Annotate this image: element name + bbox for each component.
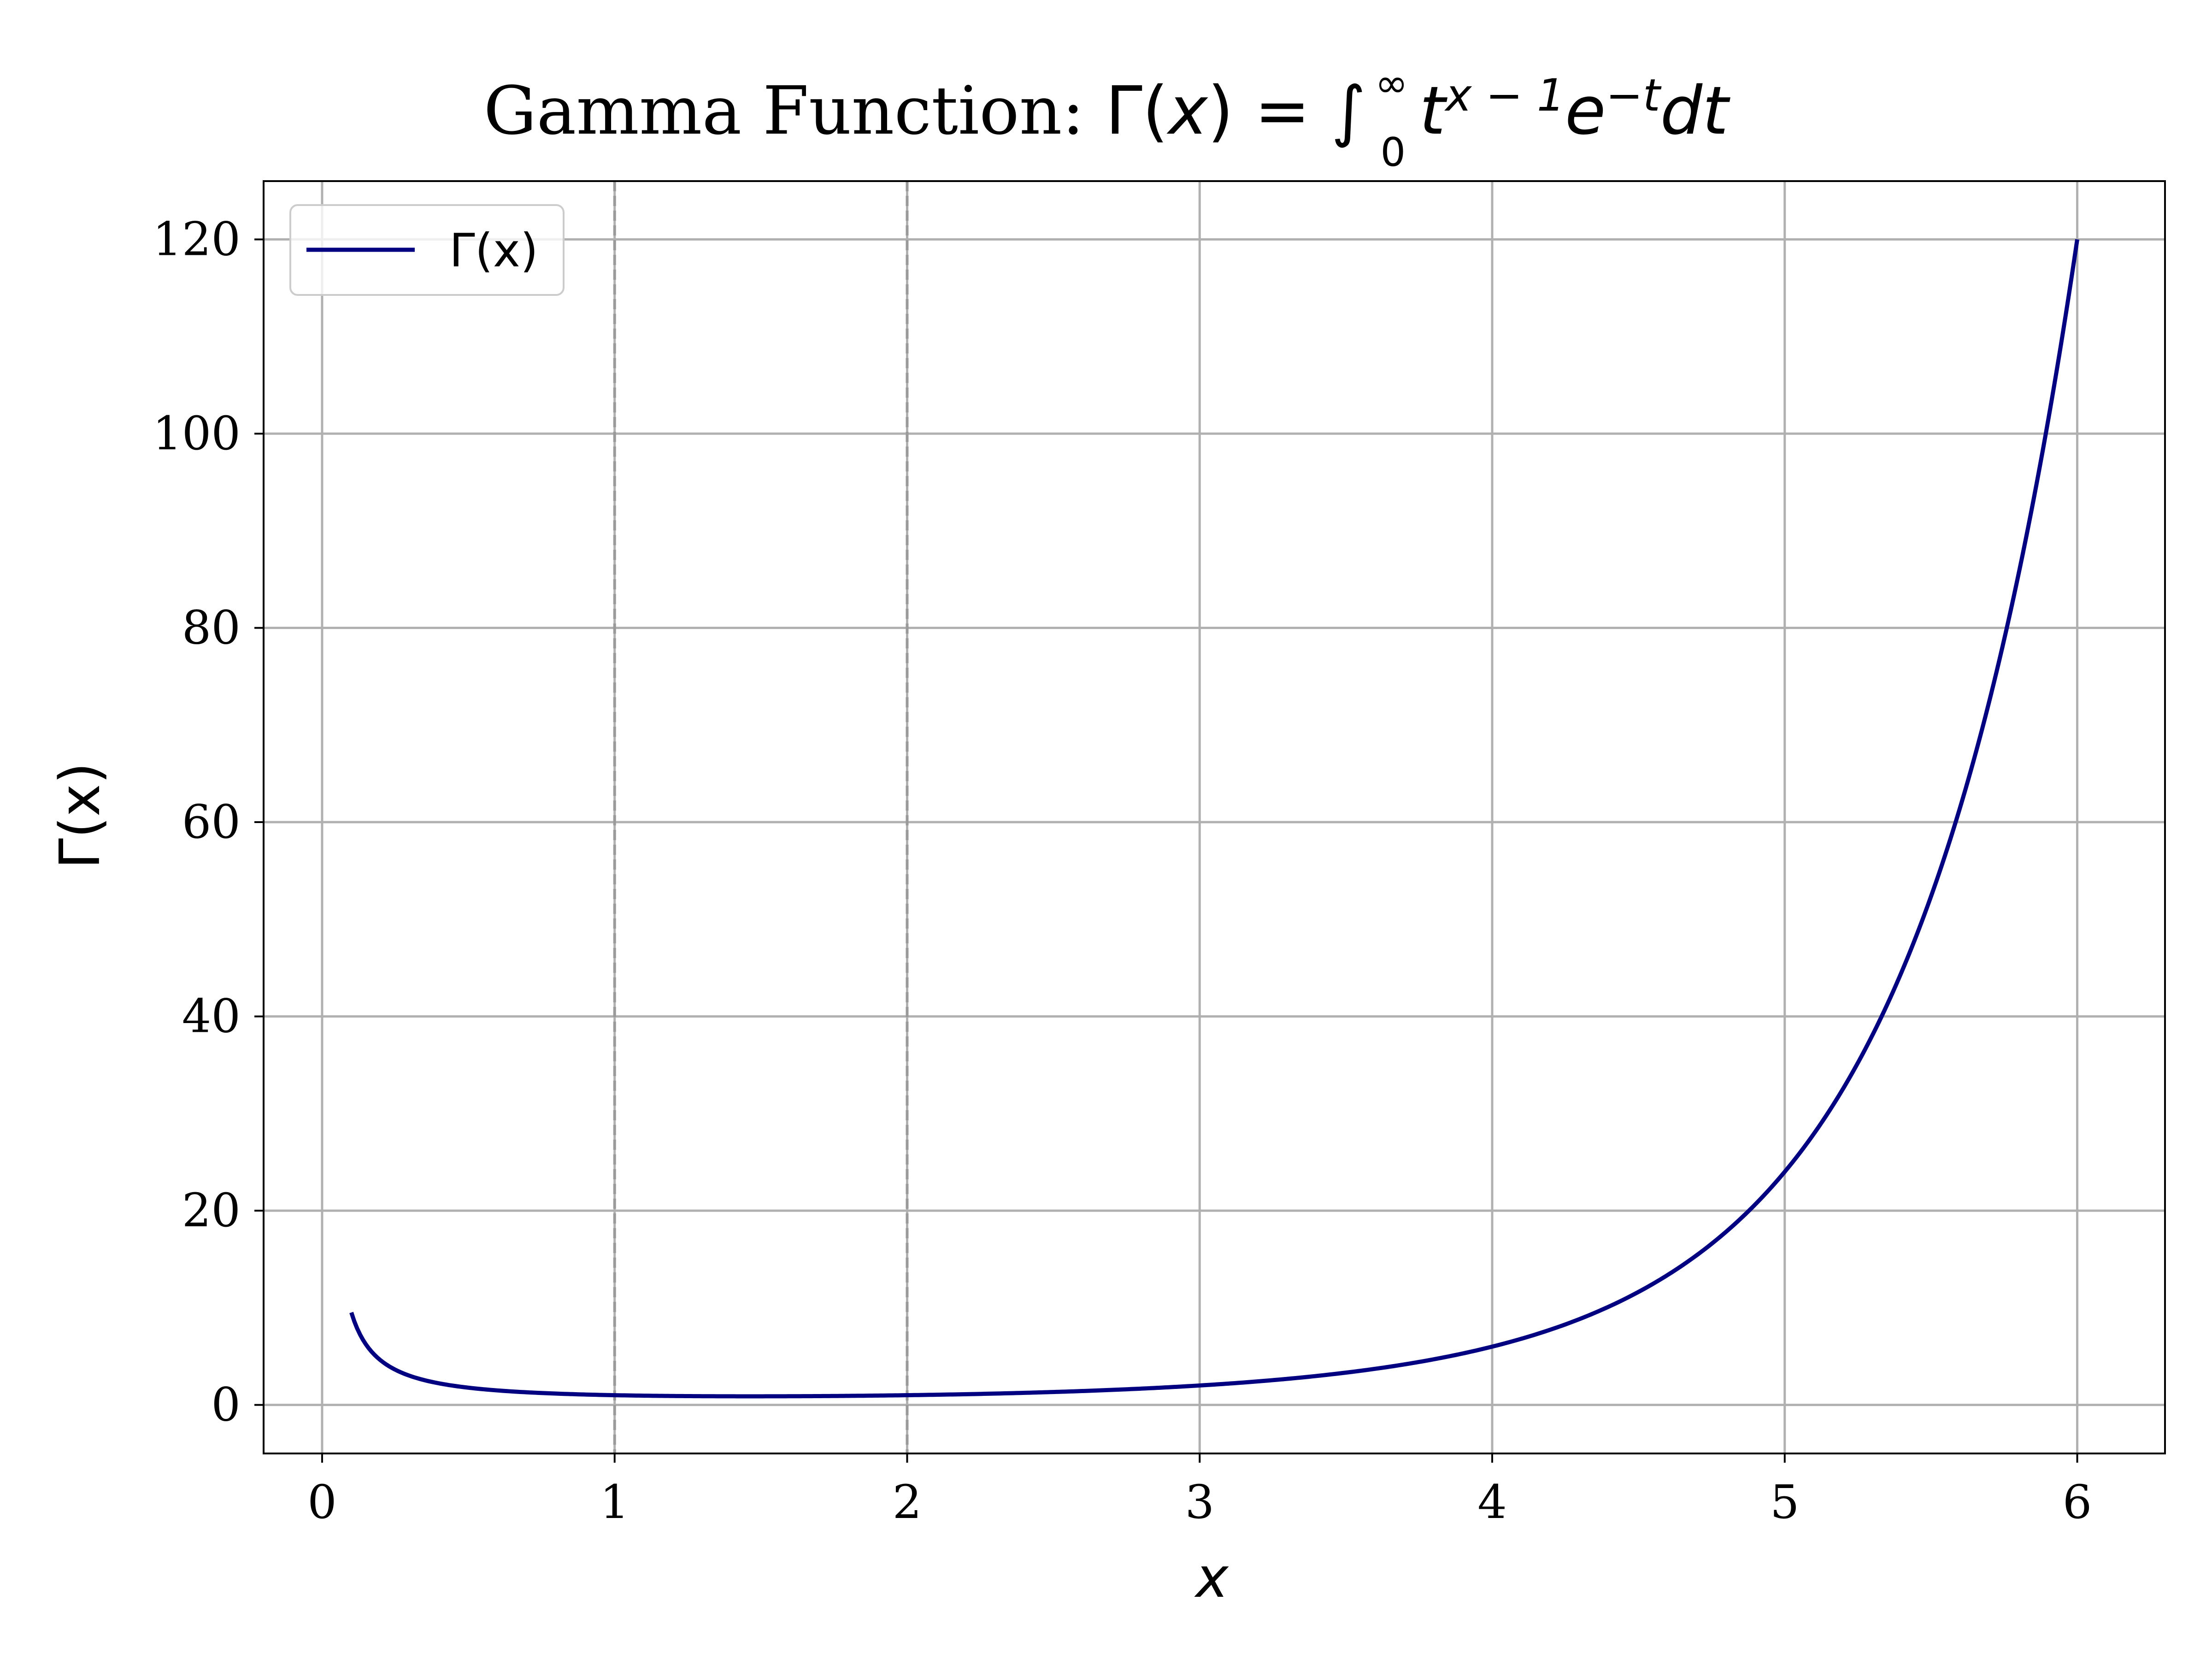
x-axis-ticks: 0 1 2 3 4 5 6: [307, 1453, 2092, 1529]
grid: [264, 181, 2165, 1453]
y-tick-label: 0: [211, 1378, 241, 1432]
x-tick-label: 2: [893, 1475, 922, 1529]
y-axis-label: Γ(x): [48, 762, 112, 869]
legend-box: [289, 204, 565, 296]
y-tick-label: 60: [182, 795, 241, 849]
y-tick-label: 20: [182, 1183, 241, 1237]
y-tick-label: 120: [153, 212, 241, 266]
x-tick-label: 5: [1770, 1475, 1800, 1529]
reference-lines: [613, 181, 909, 1453]
chart-title: Gamma Function: Γ(x) = ∫ ∞ 0tx − 1e−tdt: [483, 60, 1730, 176]
y-tick-label: 40: [182, 989, 241, 1043]
y-tick-label: 80: [182, 601, 241, 655]
x-tick-label: 1: [600, 1475, 629, 1529]
y-tick-label: 100: [153, 406, 241, 460]
legend-label: Γ(x): [449, 224, 538, 277]
x-tick-label: 3: [1185, 1475, 1214, 1529]
legend: Γ(x): [289, 204, 565, 296]
x-tick-label: 0: [307, 1475, 337, 1529]
y-axis-ticks: 0 20 40 60 80 100 120: [153, 212, 264, 1432]
x-axis-label: x: [1194, 1546, 1229, 1610]
x-tick-label: 6: [2063, 1475, 2092, 1529]
gamma-curve: [349, 239, 2080, 1399]
plot-frame: [263, 180, 2166, 1454]
series-layer: [349, 239, 2080, 1399]
x-tick-label: 4: [1477, 1475, 1507, 1529]
